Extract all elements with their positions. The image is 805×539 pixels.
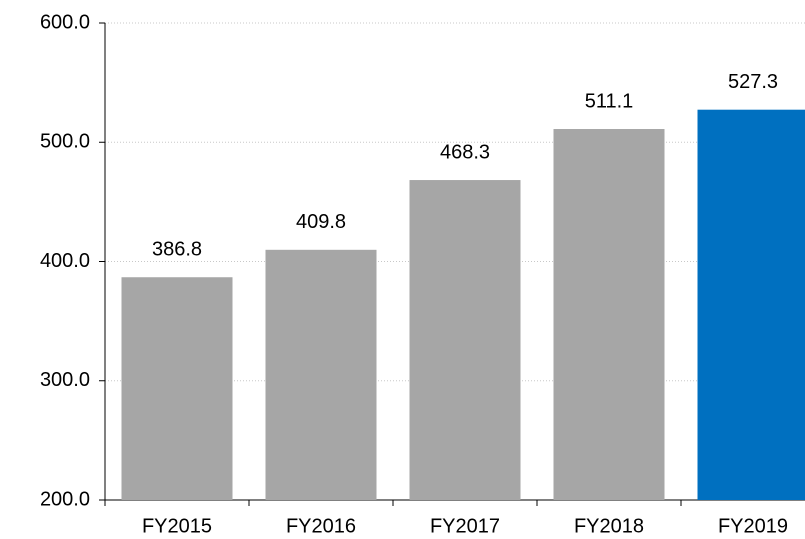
data-label: 409.8 xyxy=(296,211,346,233)
x-tick-label: FY2019 xyxy=(718,515,788,537)
bar xyxy=(553,129,665,500)
y-tick-label: 600.0 xyxy=(40,11,90,33)
x-tick-label: FY2015 xyxy=(142,515,212,537)
y-tick-label: 200.0 xyxy=(40,488,90,510)
data-label: 468.3 xyxy=(440,141,490,163)
x-tick-label: FY2017 xyxy=(430,515,500,537)
data-label: 386.8 xyxy=(152,239,202,261)
bar xyxy=(265,249,377,500)
x-tick-label: FY2016 xyxy=(286,515,356,537)
bar xyxy=(121,277,233,500)
y-tick-label: 400.0 xyxy=(40,250,90,272)
data-label: 511.1 xyxy=(585,90,634,112)
x-tick-label: FY2018 xyxy=(574,515,644,537)
y-tick-label: 300.0 xyxy=(40,369,90,391)
bar xyxy=(409,180,521,500)
bar xyxy=(697,109,805,500)
y-tick-label: 500.0 xyxy=(40,131,90,153)
data-label: 527.3 xyxy=(728,71,778,93)
